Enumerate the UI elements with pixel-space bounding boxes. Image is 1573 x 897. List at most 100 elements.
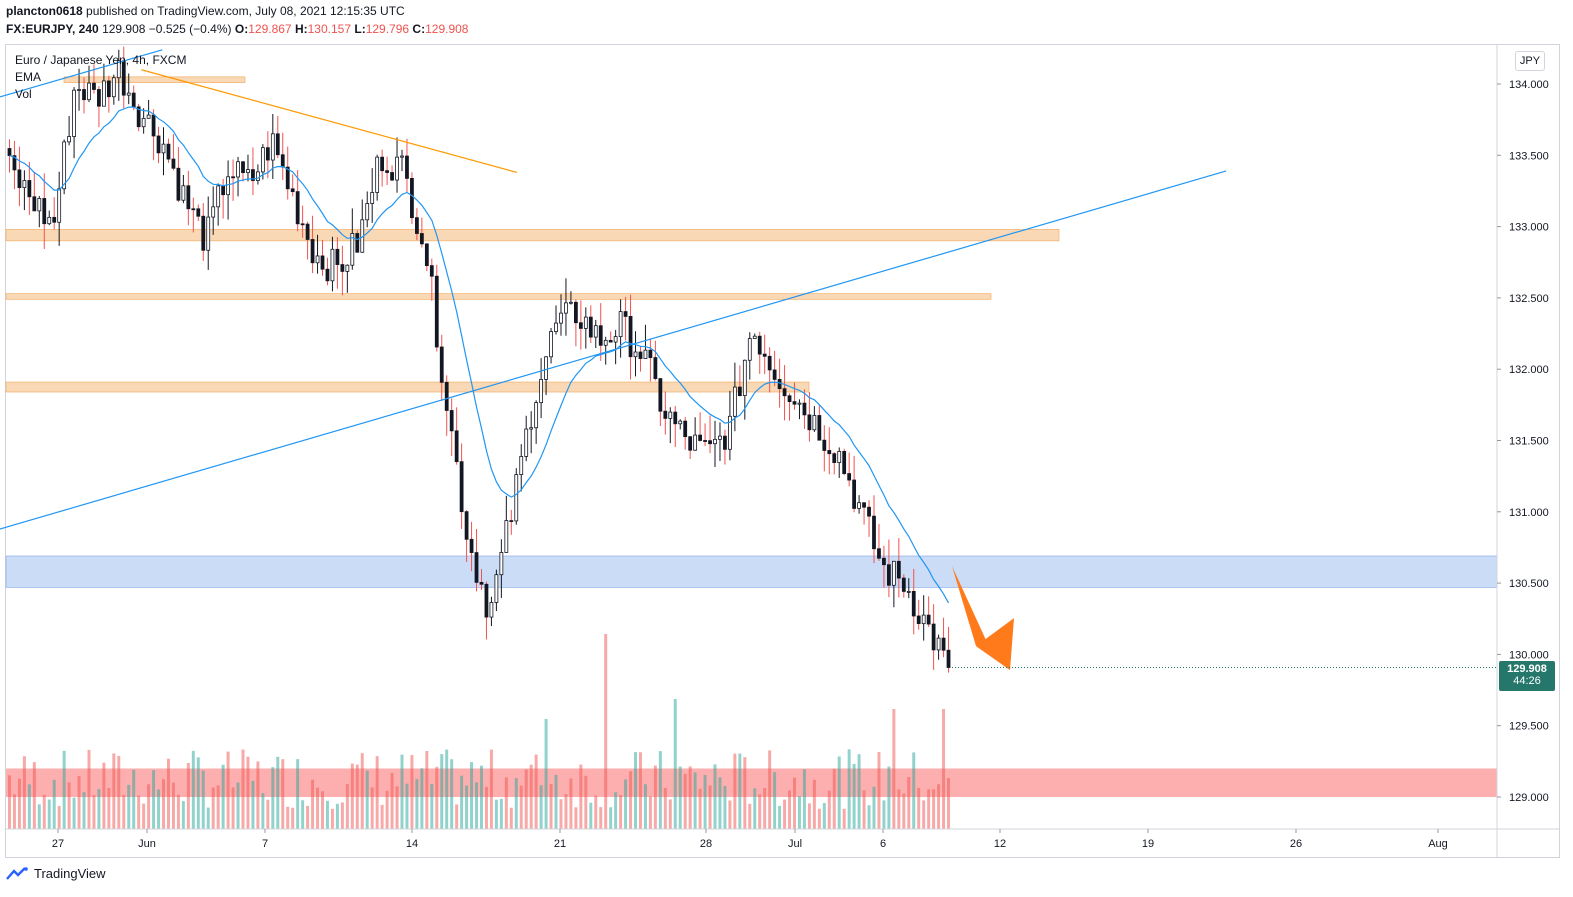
volume-bar: [77, 775, 81, 829]
volume-bar: [688, 766, 692, 829]
legend-ema[interactable]: EMA: [15, 70, 42, 84]
volume-bar: [122, 794, 126, 829]
volume-bar: [832, 768, 836, 829]
currency-button[interactable]: JPY: [1515, 51, 1545, 71]
volume-bar: [484, 786, 488, 829]
projection-arrow-head: [976, 618, 1014, 671]
candle-body: [400, 155, 404, 158]
volume-bar: [574, 807, 578, 829]
candle-body: [102, 80, 106, 107]
candle-body: [375, 156, 380, 193]
candle-body: [415, 217, 419, 234]
author-name[interactable]: plancton0618: [6, 4, 83, 18]
volume-bar: [147, 784, 151, 829]
candle-body: [946, 649, 951, 668]
candle-body: [7, 148, 12, 157]
volume-bar: [638, 752, 642, 829]
candle-body: [131, 92, 136, 108]
candle-body: [767, 355, 772, 371]
legend-vol[interactable]: Vol: [15, 87, 32, 101]
candle-body: [380, 156, 385, 172]
volume-bar: [266, 799, 270, 829]
volume-bar: [206, 807, 210, 829]
volume-bar: [52, 779, 56, 829]
candle-body: [941, 637, 946, 651]
candle-body: [87, 82, 91, 101]
symbol-label: FX:EURJPY, 240: [6, 22, 99, 36]
volume-bar: [321, 791, 324, 829]
candle-body: [693, 434, 698, 451]
candle-body: [305, 223, 310, 240]
candle-body: [335, 248, 340, 265]
volume-bar: [822, 803, 826, 829]
volume-bar: [594, 795, 598, 829]
time-tick-label: 12: [994, 838, 1006, 850]
price-tick-label: 132.500: [1509, 293, 1549, 305]
volume-bar: [569, 778, 573, 829]
time-tick-label: 27: [52, 838, 64, 850]
volume-bar: [450, 759, 454, 829]
volume-bar: [554, 774, 558, 829]
projection-arrow-shaft: [952, 565, 986, 647]
candle-body: [429, 265, 434, 277]
candle-body: [583, 316, 588, 329]
volume-bar: [529, 764, 533, 829]
volume-bar: [415, 779, 419, 829]
open-value: 129.867: [248, 22, 292, 36]
volume-bar: [216, 785, 220, 829]
time-tick-label: Jun: [138, 838, 156, 850]
candle-body: [275, 133, 280, 156]
volume-bar: [907, 777, 911, 829]
candle-body: [549, 331, 553, 358]
time-tick-label: 14: [406, 838, 418, 850]
volume-bar: [827, 790, 831, 829]
volume-bar: [256, 761, 260, 829]
volume-bar: [728, 800, 732, 829]
brand-text: TradingView: [34, 866, 106, 881]
volume-bar: [718, 777, 722, 829]
candle-body: [370, 192, 375, 204]
volume-bar: [703, 774, 707, 829]
volume-bar: [97, 789, 101, 829]
candle-body: [877, 548, 881, 559]
volume-bar: [226, 751, 230, 829]
volume-bar: [410, 755, 414, 829]
volume-bar: [713, 764, 717, 829]
volume-bar: [196, 757, 200, 829]
ema-line: [9, 106, 950, 604]
footer-brand[interactable]: TradingView: [6, 866, 106, 881]
volume-bar: [793, 777, 796, 829]
bar-countdown: 44:26: [1513, 675, 1541, 687]
volume-bar: [797, 796, 801, 829]
time-tick-label: 7: [262, 838, 268, 850]
candle-body: [554, 322, 558, 332]
volume-bar: [643, 784, 647, 829]
candle-body: [315, 255, 320, 264]
candle-body: [270, 133, 275, 161]
candle-body: [52, 216, 57, 223]
candle-body: [762, 353, 767, 357]
volume-bar: [549, 783, 553, 829]
volume-bar: [72, 797, 76, 829]
zone-blue-4: [5, 555, 1498, 588]
candle-body: [256, 171, 260, 181]
volume-bar: [817, 808, 821, 829]
volume-bar: [201, 770, 205, 829]
volume-bar: [360, 753, 364, 829]
candle-body: [628, 316, 633, 358]
high-label: H:: [294, 22, 308, 36]
candle-body: [747, 338, 752, 361]
candle-body: [186, 185, 191, 210]
candle-body: [454, 430, 459, 463]
volume-bar: [67, 782, 71, 829]
zone-orange-3: [63, 76, 246, 83]
volume-bar: [57, 805, 61, 829]
candle-body: [638, 351, 643, 359]
candle-body: [449, 410, 454, 432]
candle-body: [663, 410, 668, 419]
volume-bar: [663, 787, 667, 829]
legend-title[interactable]: Euro / Japanese Yen, 4h, FXCM: [15, 53, 187, 67]
candle-body: [385, 170, 389, 173]
candle-body: [802, 402, 807, 416]
